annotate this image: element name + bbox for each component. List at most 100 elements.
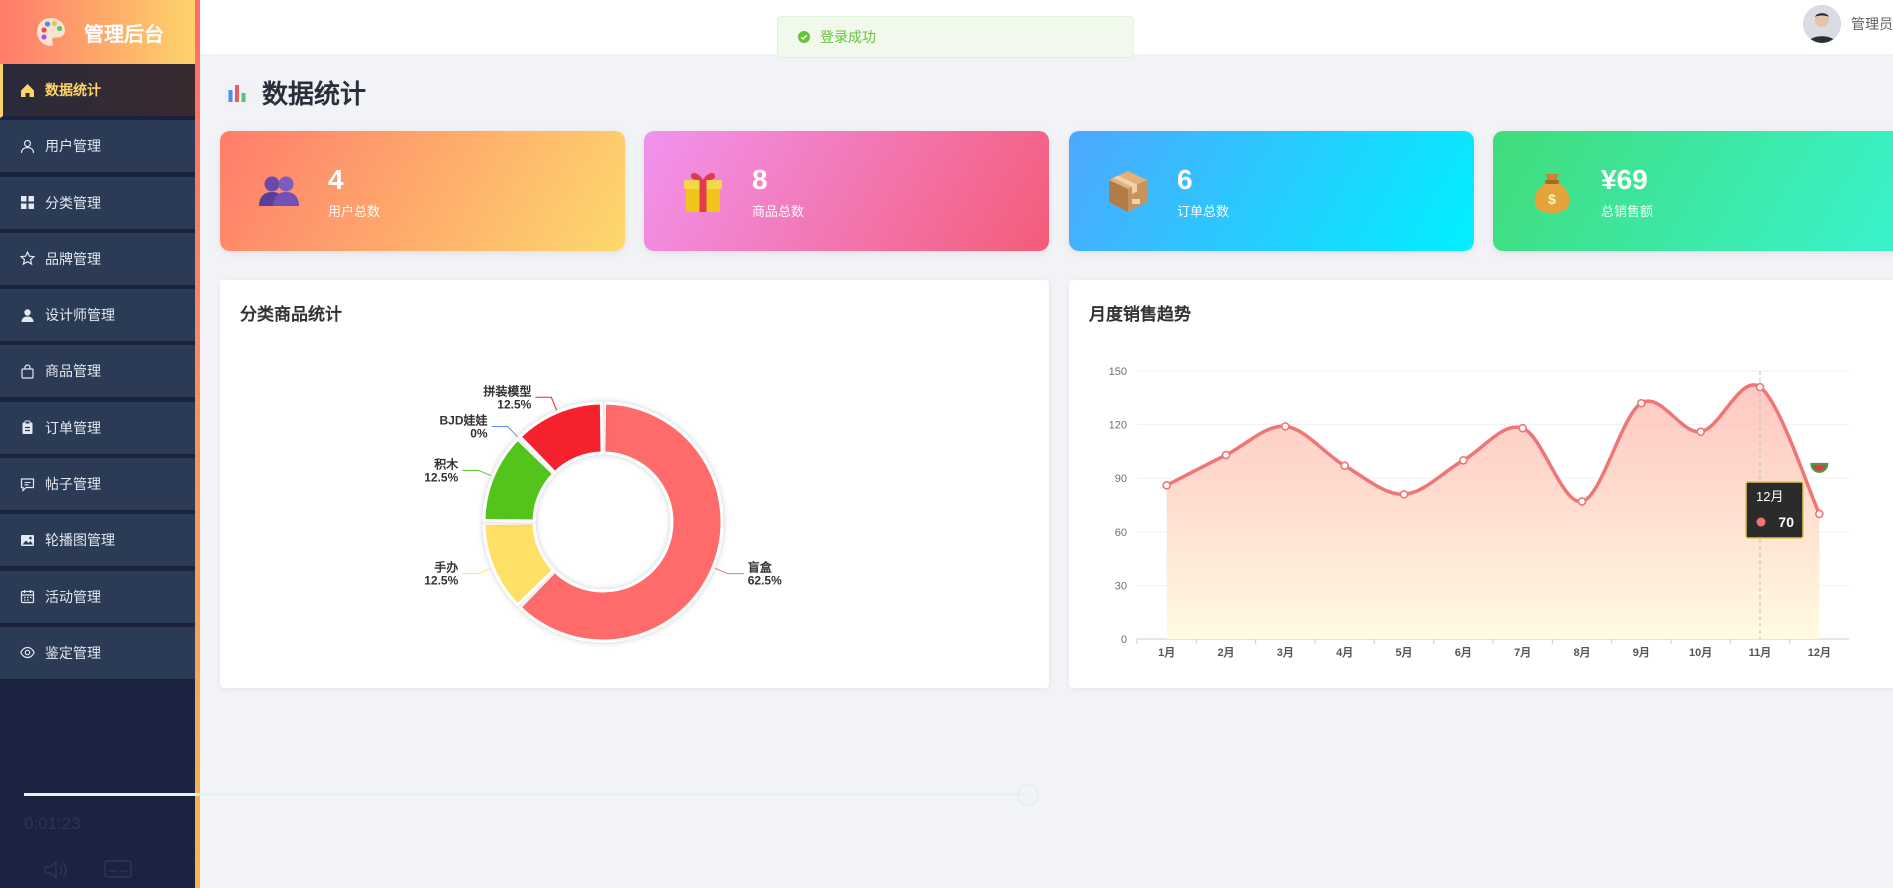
sidebar-item-2[interactable]: 分类管理 [0,176,195,231]
check-circle-icon [798,31,810,43]
progress-track[interactable] [24,793,1025,796]
x-tick-label: 9月 [1633,646,1650,659]
sidebar-item-9[interactable]: 活动管理 [0,570,195,625]
tooltip-category: 12月 [1756,489,1783,504]
sidebar-item-1[interactable]: 用户管理 [0,120,195,175]
x-tick-label: 6月 [1455,646,1472,659]
slice-label: 拼装模型 [483,383,531,398]
slice-percent: 12.5% [497,397,531,411]
stat-label: 总销售额 [1601,203,1654,219]
card-title: 月度销售趋势 [1089,305,1191,324]
sidebar-item-label: 帖子管理 [45,476,101,493]
data-point[interactable] [1281,422,1290,431]
stat-label: 用户总数 [328,203,381,219]
money-bag-icon: $ [1534,174,1570,213]
sidebar-menu: 数据统计用户管理分类管理品牌管理设计师管理商品管理订单管理帖子管理轮播图管理活动… [0,64,195,681]
sidebar-item-label: 设计师管理 [45,307,115,324]
users-icon [259,176,299,206]
label-line [535,396,558,411]
label-line [714,567,744,575]
progress-handle[interactable] [1017,784,1039,806]
stat-value: ¥69 [1601,163,1648,195]
stat-card-products[interactable]: 8 商品总数 [644,131,1049,251]
data-point[interactable] [1755,382,1765,392]
comment-icon [20,477,35,492]
bar-chart-icon [225,80,249,105]
x-tick-label: 5月 [1395,646,1412,659]
sidebar-item-3[interactable]: 品牌管理 [0,232,195,287]
x-tick-label: 12月 [1808,646,1831,659]
svg-text:$: $ [1548,191,1556,207]
data-point[interactable] [1399,489,1409,499]
stat-value: 4 [328,163,344,195]
data-point[interactable] [1815,509,1824,519]
slice-label: 积木 [434,456,459,471]
avatar[interactable] [1803,5,1841,43]
subtitles-icon[interactable] [104,860,132,880]
sidebar-item-7[interactable]: 帖子管理 [0,458,195,513]
slice-label: 手办 [434,560,458,575]
y-tick-label: 0 [1121,634,1127,646]
page-title-text: 数据统计 [262,79,367,109]
data-point[interactable] [1696,427,1705,437]
slice-percent: 62.5% [748,574,782,588]
clipboard-icon [22,420,33,435]
calendar-icon [20,590,35,604]
logo[interactable]: 管理后台 [0,0,195,64]
category-chart-card: 分类商品统计 盲盒 62.5% 手办 12.5% 积木 12.5% BJD娃娃 0% 拼装模型 1… [220,280,1049,688]
x-tick-label: 7月 [1514,646,1531,659]
home-icon [21,83,34,97]
data-point[interactable] [1637,398,1646,408]
user-menu[interactable]: 管理员 [1803,5,1893,43]
grid-icon [21,196,34,210]
sidebar-item-10[interactable]: 鉴定管理 [0,626,195,681]
stat-card-orders[interactable]: 6 订单总数 [1069,131,1474,251]
sidebar-item-8[interactable]: 轮播图管理 [0,514,195,569]
x-tick-label: 3月 [1277,646,1294,659]
sidebar-item-5[interactable]: 商品管理 [0,345,195,400]
sales-trend-card: 月度销售趋势 0 30 60 90 120 150 1月 2月 3月 4月 5月 6月 7月 8月 9月 10… [1069,280,1893,688]
stat-card-sales[interactable]: $ ¥69 总销售额 [1493,131,1893,251]
area-fill [1166,384,1820,639]
sidebar-item-label: 商品管理 [45,363,101,380]
palette-icon [37,18,65,46]
x-tick-label: 1月 [1158,646,1175,659]
slice-percent: 12.5% [424,470,458,484]
user-solid-icon [21,308,34,322]
bag-icon [21,364,34,379]
y-tick-label: 120 [1109,420,1127,432]
x-tick-label: 2月 [1217,646,1234,659]
x-tick-label: 10月 [1689,646,1712,659]
card-title: 分类商品统计 [240,305,342,324]
sidebar-item-6[interactable]: 订单管理 [0,401,195,456]
x-tick-label: 8月 [1573,646,1590,659]
sidebar-item-label: 用户管理 [45,138,101,155]
stat-card-users[interactable]: 4 用户总数 [220,131,625,251]
data-point[interactable] [1459,456,1468,465]
data-point[interactable] [1577,497,1587,506]
user-name: 管理员 [1851,16,1893,32]
data-point[interactable] [1221,450,1231,460]
package-icon [1109,171,1147,212]
playback-time: 0:01:23 [24,814,81,833]
y-tick-label: 60 [1115,527,1127,539]
sidebar-item-0[interactable]: 数据统计 [0,64,195,118]
sidebar-item-label: 鉴定管理 [45,644,101,661]
stat-label: 商品总数 [752,203,805,219]
pie-slice[interactable] [482,437,556,523]
success-toast: 登录成功 [777,16,1134,58]
pie-slice[interactable] [482,521,556,607]
pie-slice[interactable] [518,401,724,643]
data-point[interactable] [1162,481,1171,490]
volume-icon[interactable] [42,860,70,880]
sidebar-item-label: 轮播图管理 [45,532,115,549]
sidebar-item-label: 品牌管理 [45,250,101,267]
slice-label: BJD娃娃 [440,413,488,428]
data-point[interactable] [1340,461,1349,470]
sidebar-item-4[interactable]: 设计师管理 [0,289,195,344]
pie-slice[interactable] [518,401,604,475]
label-line [491,426,518,437]
data-point[interactable] [1518,423,1527,433]
stat-value: 6 [1177,163,1193,195]
